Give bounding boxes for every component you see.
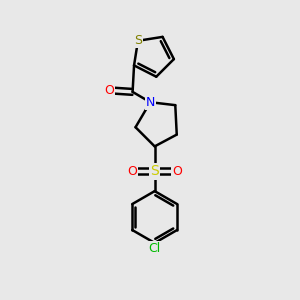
Text: O: O [172, 165, 182, 178]
Text: O: O [127, 165, 137, 178]
Text: S: S [150, 164, 159, 178]
Text: O: O [104, 84, 114, 97]
Text: Cl: Cl [148, 242, 161, 255]
Text: N: N [146, 96, 155, 109]
Text: S: S [134, 34, 142, 47]
